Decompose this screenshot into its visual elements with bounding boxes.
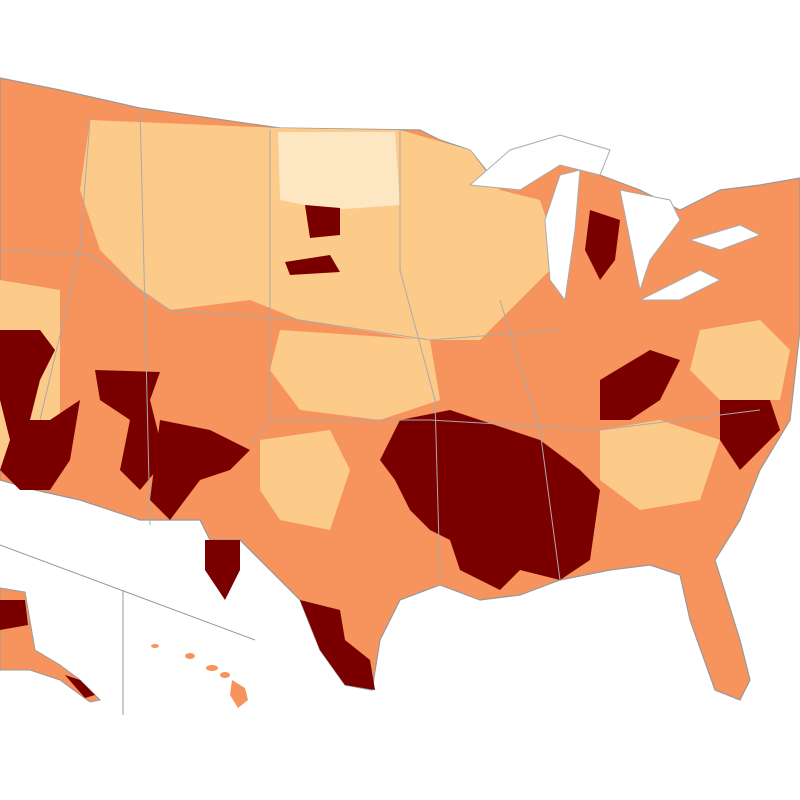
- region-dark: [150, 420, 250, 520]
- region-dark: [205, 540, 240, 600]
- alaska-dark: [65, 675, 95, 698]
- region-pale: [278, 132, 400, 210]
- region-dark: [585, 210, 620, 280]
- region-light: [690, 320, 790, 400]
- region-dark: [300, 600, 375, 690]
- hawaii: [151, 644, 248, 708]
- region-dark: [600, 350, 680, 420]
- region-light: [270, 330, 440, 420]
- inset-divider: [0, 544, 256, 641]
- alaska-dark: [0, 600, 28, 630]
- region-dark: [305, 205, 340, 238]
- region-light: [600, 420, 720, 510]
- region-dark: [720, 400, 780, 470]
- state-borders: [0, 107, 761, 581]
- region-light: [260, 430, 350, 530]
- region-dark: [285, 255, 340, 275]
- region-dark: [0, 330, 80, 490]
- region-dark: [380, 410, 600, 590]
- great-lakes: [468, 134, 762, 302]
